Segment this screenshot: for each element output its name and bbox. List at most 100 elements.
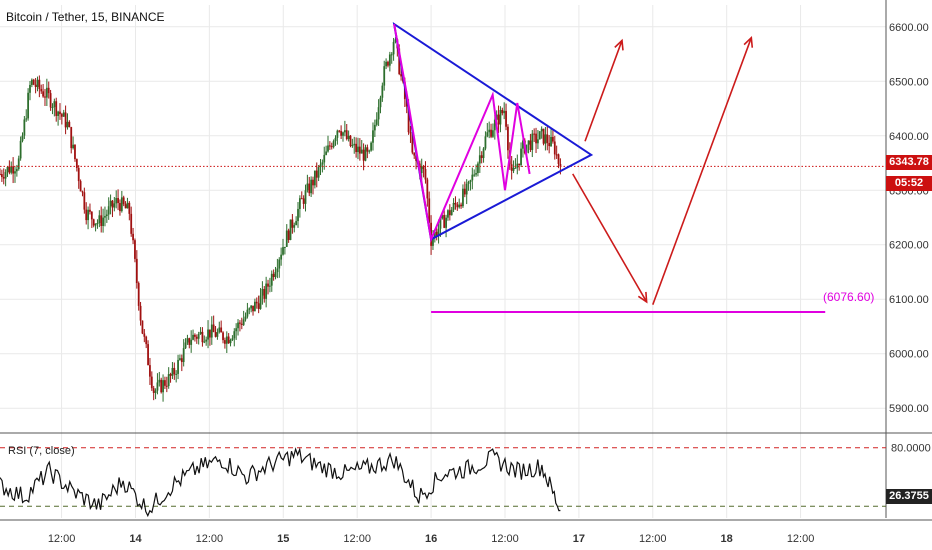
candle-body bbox=[552, 136, 554, 142]
candle-body bbox=[263, 289, 266, 299]
candle-body bbox=[400, 74, 402, 77]
candle-body bbox=[252, 305, 254, 312]
candle-body bbox=[197, 333, 200, 339]
price-axis: 5900.006000.006100.006200.006300.006400.… bbox=[0, 0, 932, 521]
candle-body bbox=[38, 79, 41, 89]
time-tick-label: 12:00 bbox=[343, 533, 371, 545]
time-axis: 12:00 14 12:00 15 12:00 16 12:00 17 12:00 18 12:00 bbox=[48, 533, 815, 545]
symbol-title[interactable]: Bitcoin / Tether, 15, BINANCE bbox=[6, 10, 165, 24]
candle-body bbox=[372, 130, 374, 143]
candle-body bbox=[117, 198, 119, 204]
candle-body bbox=[102, 217, 104, 226]
candle-body bbox=[165, 385, 168, 387]
candle-body bbox=[194, 334, 196, 337]
candle-body bbox=[358, 146, 361, 154]
candle-body bbox=[411, 133, 414, 153]
candle-body bbox=[21, 135, 24, 141]
time-tick-label: 12:00 bbox=[48, 533, 76, 545]
candle-body bbox=[394, 39, 397, 42]
candle-body bbox=[248, 308, 251, 310]
candle-body bbox=[225, 336, 228, 344]
candle-body bbox=[550, 136, 552, 147]
candle-body bbox=[478, 155, 481, 164]
candle-body bbox=[313, 170, 316, 186]
candle-body bbox=[503, 110, 506, 114]
candle-body bbox=[353, 143, 356, 146]
candle-body bbox=[199, 331, 202, 334]
time-tick-label: 12:00 bbox=[639, 533, 667, 545]
candle-body bbox=[235, 328, 238, 332]
candle-body bbox=[291, 219, 294, 228]
time-tick-label: 12:00 bbox=[196, 533, 224, 545]
candle-body bbox=[184, 342, 187, 349]
candle-body bbox=[553, 141, 556, 155]
candle-body bbox=[47, 87, 50, 94]
candle-body bbox=[366, 147, 369, 152]
candle-body bbox=[527, 140, 530, 145]
candle-body bbox=[224, 340, 226, 344]
candle-body bbox=[255, 301, 258, 304]
candle-body bbox=[493, 119, 496, 131]
candle-body bbox=[381, 85, 384, 98]
candle-body bbox=[60, 114, 63, 117]
candle-body bbox=[40, 88, 43, 92]
candle-body bbox=[122, 197, 125, 205]
candle-body bbox=[126, 202, 129, 209]
candle-body bbox=[115, 198, 118, 204]
candle-body bbox=[505, 110, 507, 127]
candle-body bbox=[30, 79, 33, 85]
candle-body bbox=[64, 112, 67, 128]
candle-body bbox=[441, 214, 444, 219]
candle-body bbox=[345, 130, 348, 140]
time-tick-label: 12:00 bbox=[491, 533, 519, 545]
candle-body bbox=[100, 215, 103, 226]
candle-body bbox=[559, 164, 562, 167]
candle-body bbox=[409, 132, 412, 134]
candle-body bbox=[327, 145, 329, 152]
candle-body bbox=[42, 91, 45, 97]
candle-body bbox=[14, 171, 16, 174]
candle-body bbox=[328, 145, 331, 147]
candle-body bbox=[357, 146, 359, 153]
candle-body bbox=[319, 164, 322, 168]
candle-body bbox=[321, 162, 324, 165]
support-level-label: (6076.60) bbox=[823, 290, 875, 304]
candle-body bbox=[546, 134, 549, 143]
candle-body bbox=[34, 84, 37, 87]
candle-body bbox=[45, 87, 48, 98]
candle-body bbox=[72, 144, 74, 149]
candle-body bbox=[317, 167, 320, 178]
candle-body bbox=[484, 136, 487, 149]
candle-body bbox=[29, 84, 31, 93]
candle-body bbox=[59, 111, 61, 115]
candle-body bbox=[274, 272, 277, 278]
candle-body bbox=[259, 295, 262, 309]
time-tick-label: 16 bbox=[425, 533, 437, 545]
candle-body bbox=[207, 329, 209, 340]
candle-body bbox=[0, 173, 1, 175]
candle-body bbox=[377, 107, 380, 120]
candle-body bbox=[107, 206, 110, 215]
candle-body bbox=[32, 79, 35, 85]
candle-body bbox=[398, 48, 401, 75]
candle-body bbox=[8, 166, 11, 173]
candle-body bbox=[186, 338, 189, 343]
candle-body bbox=[362, 149, 365, 161]
price-tick-label: 5900.00 bbox=[889, 403, 929, 415]
candle-body bbox=[462, 188, 464, 207]
candle-body bbox=[443, 214, 446, 228]
candle-body bbox=[132, 233, 134, 241]
time-tick-label: 12:00 bbox=[787, 533, 815, 545]
candle-body bbox=[79, 181, 82, 192]
candle-body bbox=[158, 379, 161, 383]
candle-body bbox=[265, 283, 268, 299]
candle-body bbox=[268, 285, 271, 287]
candle-body bbox=[214, 332, 217, 337]
candle-body bbox=[555, 154, 558, 156]
candle-body bbox=[23, 119, 26, 136]
candle-body bbox=[518, 163, 521, 165]
candle-body bbox=[173, 367, 176, 375]
candle-body bbox=[83, 192, 86, 210]
rsi-indicator-label[interactable]: RSI (7, close) bbox=[8, 445, 75, 457]
candle-body bbox=[302, 198, 305, 204]
